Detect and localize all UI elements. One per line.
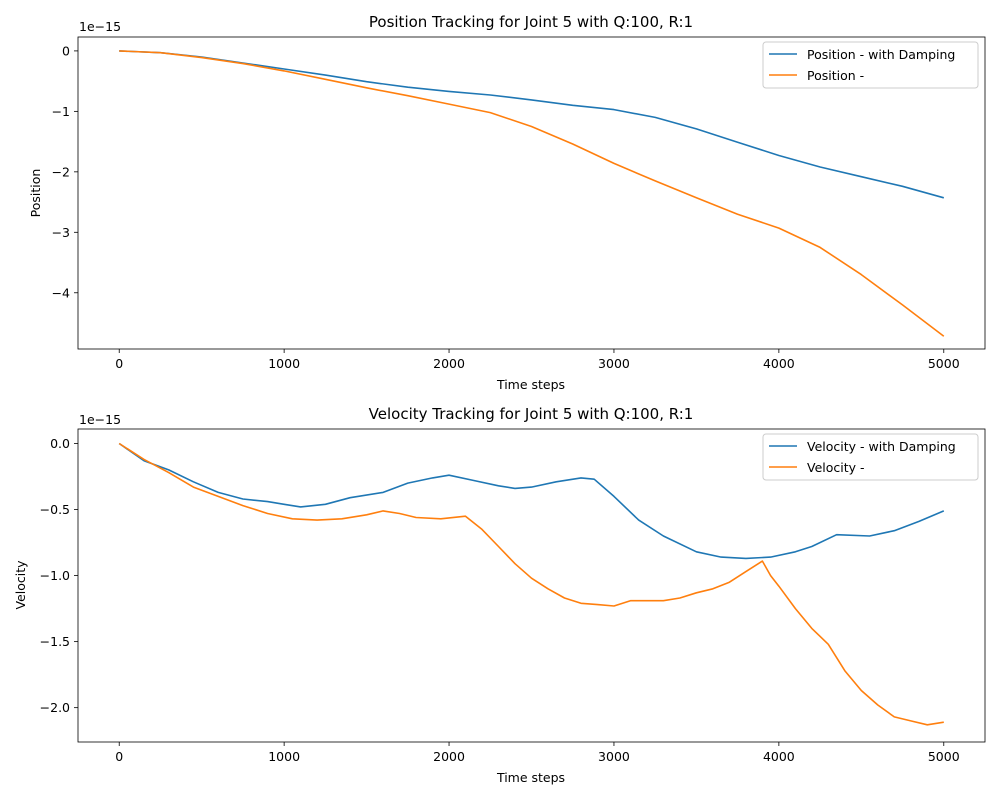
position-y-axis-label: Position (28, 169, 43, 218)
position-y-tick-label: −1 (52, 104, 70, 119)
velocity-line-plain (118, 442, 944, 726)
position-ticks: 0 1000 2000 3000 4000 5000 0 −1 −2 −3 −4 (52, 43, 960, 371)
velocity-line-damping (118, 442, 945, 560)
position-y-tick-label: −3 (52, 225, 70, 240)
velocity-x-axis-label: Time steps (496, 770, 565, 785)
velocity-legend-label-plain: Velocity - (807, 460, 865, 475)
velocity-x-tick-label: 2000 (433, 749, 465, 764)
velocity-y-tick-label: −1.5 (40, 634, 70, 649)
velocity-y-tick-label: 0.0 (50, 436, 70, 451)
position-line-damping (119, 50, 945, 199)
position-legend-label-plain: Position - (807, 68, 864, 83)
velocity-y-axis-label: Velocity (13, 560, 28, 610)
velocity-y-tick-label: −0.5 (40, 502, 70, 517)
position-chart-title: Position Tracking for Joint 5 with Q:100… (369, 13, 693, 31)
velocity-legend-label-damping: Velocity - with Damping (807, 439, 956, 454)
velocity-legend-box (762, 433, 979, 481)
velocity-x-tick-label: 3000 (598, 749, 630, 764)
velocity-chart-title: Velocity Tracking for Joint 5 with Q:100… (369, 405, 694, 423)
position-x-tick-label: 0 (115, 356, 123, 371)
position-x-tick-label: 1000 (268, 356, 300, 371)
position-lines (119, 50, 945, 337)
position-plot-frame (77, 36, 986, 350)
position-y-tick-label: 0 (62, 43, 70, 58)
position-x-tick-label: 4000 (763, 356, 795, 371)
velocity-plot-frame (77, 428, 986, 743)
velocity-x-tick-label: 5000 (928, 749, 960, 764)
velocity-x-tick-label: 4000 (763, 749, 795, 764)
position-x-tick-label: 2000 (433, 356, 465, 371)
velocity-y-tick-label: −2.0 (40, 700, 70, 715)
position-line-plain (119, 50, 945, 337)
velocity-x-tick-label: 1000 (268, 749, 300, 764)
position-x-tick-label: 5000 (928, 356, 960, 371)
position-x-tick-label: 3000 (598, 356, 630, 371)
velocity-lines (118, 442, 945, 726)
velocity-ticks: 0 1000 2000 3000 4000 5000 0.0 −0.5 −1.0 −1.5 −2.0 (40, 436, 960, 764)
position-y-offset-text: 1e−15 (79, 19, 121, 34)
position-legend-label-damping: Position - with Damping (807, 47, 955, 62)
velocity-y-tick-label: −1.0 (40, 568, 70, 583)
velocity-subplot: Velocity Tracking for Joint 5 with Q:100… (13, 405, 986, 785)
velocity-legend: Velocity - with Damping Velocity - (762, 433, 979, 481)
position-x-axis-label: Time steps (496, 377, 565, 392)
velocity-y-offset-text: 1e−15 (79, 412, 121, 427)
position-legend-box (762, 41, 979, 89)
position-subplot: Position Tracking for Joint 5 with Q:100… (28, 13, 986, 392)
position-y-tick-label: −2 (52, 164, 70, 179)
position-y-tick-label: −4 (52, 285, 70, 300)
velocity-x-tick-label: 0 (115, 749, 123, 764)
position-legend: Position - with Damping Position - (762, 41, 979, 89)
